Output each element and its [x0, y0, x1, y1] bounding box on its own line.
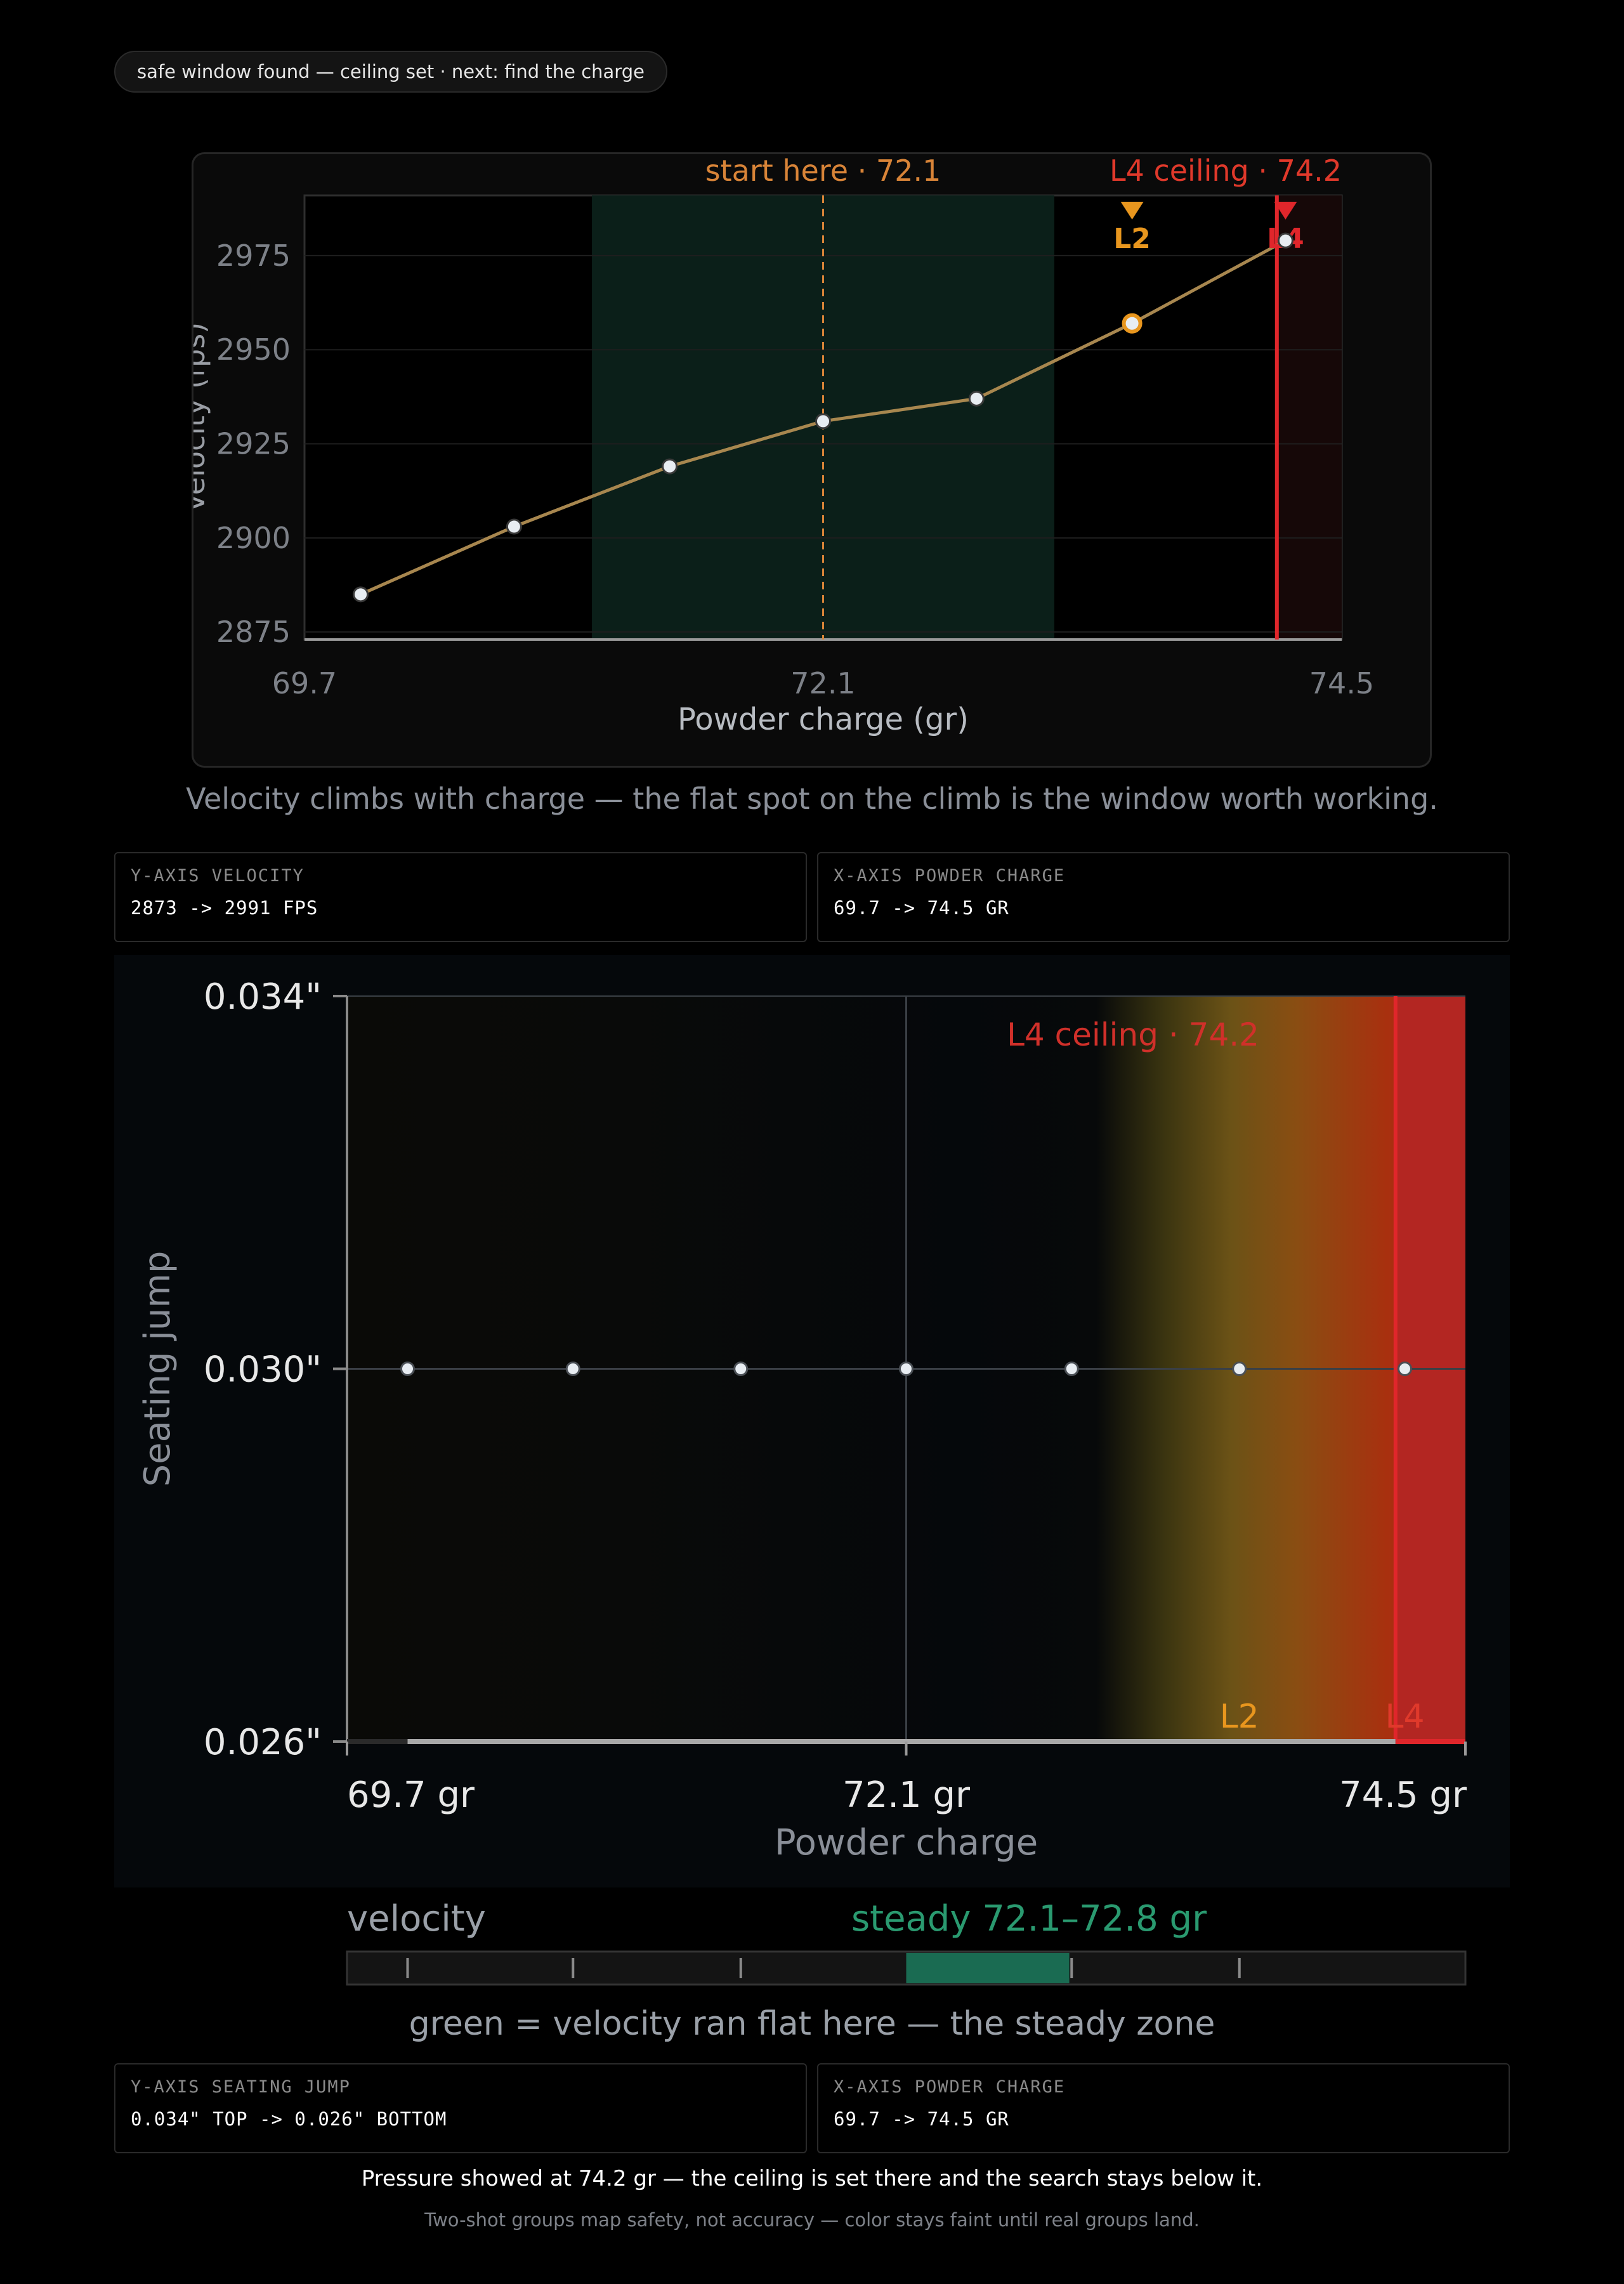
flag-marker-l4: [1274, 202, 1297, 220]
data-point: [353, 586, 369, 603]
data-point: [899, 1362, 914, 1376]
y-tick-label: 2975: [216, 239, 291, 273]
data-point: [1398, 1362, 1413, 1376]
y-tick-label: 2950: [216, 332, 291, 367]
x-axis-info-box: X-AXIS POWDER CHARGE 69.7 -> 74.5 GR: [817, 852, 1510, 942]
status-pill: safe window found — ceiling set · next: …: [114, 51, 667, 93]
y-tick-label: 2925: [216, 427, 291, 461]
data-point: [1277, 232, 1293, 249]
y-tick-label: 0.026": [204, 1722, 322, 1763]
velocity-chart: 2875 2900 2925 2950 2975 69.7 72.1 74.5 Powder c…: [177, 154, 1374, 737]
flag-label-l4: L4: [1385, 1698, 1424, 1736]
x-axis-info-value: 69.7 -> 74.5 GR: [834, 897, 1009, 919]
ceiling-label: L4 ceiling · 74.2: [1007, 1016, 1259, 1053]
x-axis-info-label: X-AXIS POWDER CHARGE: [834, 2077, 1066, 2097]
data-point: [1232, 1362, 1247, 1376]
flag-label-l2: L2: [1113, 223, 1151, 255]
y-tick-label: 2875: [216, 615, 291, 649]
data-point: [506, 518, 522, 535]
velocity-strip: velocity steady 72.1–72.8 gr: [346, 1898, 1467, 1986]
x-tick-label: 69.7: [272, 666, 337, 700]
steady-range-label: steady 72.1–72.8 gr: [851, 1898, 1207, 1939]
strip-caption: green = velocity ran flat here — the ste…: [409, 2005, 1215, 2043]
chart-caption: Velocity climbs with charge — the flat s…: [186, 782, 1438, 816]
seating-chart-panel: L4 ceiling · 74.2 0.034" 0.030" 0.026" Seati…: [114, 955, 1510, 1887]
x-tick-label: 72.1 gr: [842, 1775, 971, 1816]
x-axis-title: Powder charge: [775, 1822, 1038, 1863]
x-tick-label: 72.1: [790, 666, 855, 700]
x-axis-info-value: 69.7 -> 74.5 GR: [834, 2108, 1009, 2130]
steady-zone: [906, 1953, 1070, 1983]
data-point: [400, 1362, 415, 1376]
data-point: [733, 1362, 749, 1376]
y-axis-info-value: 2873 -> 2991 FPS: [131, 897, 318, 919]
y-axis-title: Velocity (fps): [193, 322, 211, 513]
footer-subnote: Two-shot groups map safety, not accuracy…: [424, 2209, 1200, 2231]
y-axis-info-label: Y-AXIS VELOCITY: [131, 866, 304, 886]
x-tick-label: 69.7 gr: [347, 1775, 475, 1816]
data-point: [1122, 313, 1143, 334]
strip-label: velocity: [347, 1898, 486, 1939]
y-axis-info-label: Y-AXIS SEATING JUMP: [131, 2077, 351, 2097]
ceiling-label: L4 ceiling · 74.2: [1110, 154, 1342, 188]
velocity-chart-panel: 2875 2900 2925 2950 2975 69.7 72.1 74.5 Powder c…: [177, 152, 1432, 768]
x-axis-info-box-2: X-AXIS POWDER CHARGE 69.7 -> 74.5 GR: [817, 2063, 1510, 2153]
data-point: [662, 458, 678, 475]
over-ceiling-band: [1276, 195, 1342, 640]
y-axis-info-box: Y-AXIS VELOCITY 2873 -> 2991 FPS: [114, 852, 807, 942]
y-tick-label: 0.030": [204, 1349, 322, 1391]
flag-label-l2: L2: [1220, 1698, 1259, 1736]
y-tick-label: 2900: [216, 521, 291, 555]
x-axis-title: Powder charge (gr): [678, 702, 969, 737]
y-axis-info-value: 0.034" TOP -> 0.026" BOTTOM: [131, 2108, 447, 2130]
flag-marker-l2: [1120, 202, 1144, 220]
x-tick-label: 74.5: [1309, 666, 1374, 700]
footer-note: Pressure showed at 74.2 gr — the ceiling…: [361, 2166, 1263, 2191]
seating-jump-chart: L4 ceiling · 74.2 0.034" 0.030" 0.026" Seati…: [137, 976, 1467, 1863]
y-axis-info-box-2: Y-AXIS SEATING JUMP 0.034" TOP -> 0.026"…: [114, 2063, 807, 2153]
data-point: [815, 413, 831, 430]
y-tick-label: 0.034": [204, 976, 322, 1018]
data-point: [968, 390, 985, 407]
y-axis-title: Seating jump: [137, 1251, 178, 1487]
data-point: [1064, 1362, 1079, 1376]
data-point: [565, 1362, 580, 1376]
start-marker-label: start here · 72.1: [705, 154, 941, 188]
x-tick-label: 74.5 gr: [1339, 1775, 1467, 1816]
x-axis-info-label: X-AXIS POWDER CHARGE: [834, 866, 1066, 886]
